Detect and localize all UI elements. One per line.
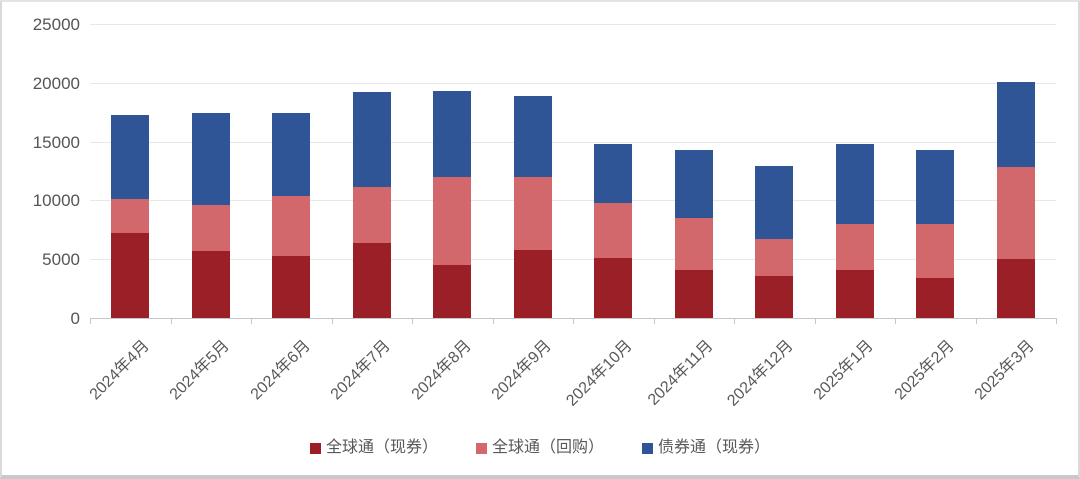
bar-segment-全球通（现券） <box>352 242 391 318</box>
x-tick-label: 2024年5月 <box>166 337 234 404</box>
x-tick-label: 2025年1月 <box>810 337 878 404</box>
x-tick-label: 2024年10月 <box>563 337 636 410</box>
x-tick <box>814 318 816 324</box>
bar-segment-债券通（现券） <box>272 113 311 196</box>
bar-segment-全球通（现券） <box>835 269 874 318</box>
gridline <box>90 259 1056 261</box>
bar-segment-全球通（现券） <box>916 278 955 318</box>
bar-segment-债券通（现券） <box>513 95 552 177</box>
bar-segment-全球通（现券） <box>513 249 552 318</box>
bar-segment-全球通（现券） <box>433 265 472 318</box>
y-tick-label: 10000 <box>32 191 80 211</box>
bar-segment-债券通（现券） <box>755 166 794 240</box>
bar-segment-债券通（现券） <box>594 143 633 203</box>
x-tick-label: 2024年8月 <box>408 337 475 404</box>
bar-segment-债券通（现券） <box>996 81 1035 168</box>
bar-segment-债券通（现券） <box>111 114 150 200</box>
legend-item: 全球通（回购） <box>475 439 604 456</box>
x-tick <box>734 318 735 324</box>
bar-segment-全球通（回购） <box>674 218 713 270</box>
x-tick <box>492 318 494 324</box>
x-tick <box>251 318 252 324</box>
bar-segment-全球通（回购） <box>191 205 230 251</box>
x-tick-label: 2025年2月 <box>891 337 958 404</box>
legend: 全球通（现券） 全球通（回购） 债券通（现券） <box>2 440 1078 456</box>
plot-area <box>90 24 1056 318</box>
x-tick-label: 2025年3月 <box>971 337 1039 404</box>
x-tick <box>90 318 91 324</box>
x-tick <box>653 318 655 324</box>
bar-segment-债券通（现券） <box>433 91 472 177</box>
bar-segment-债券通（现券） <box>916 149 955 224</box>
bar-segment-全球通（现券） <box>755 275 794 318</box>
x-tick <box>331 318 333 324</box>
bar-segment-债券通（现券） <box>674 149 713 219</box>
bar-segment-全球通（现券） <box>674 269 713 318</box>
bar-segment-全球通（现券） <box>191 250 230 318</box>
bar-segment-全球通（回购） <box>594 202 633 259</box>
x-tick <box>170 318 172 324</box>
legend-label: 全球通（现券） <box>325 439 438 456</box>
bar-segment-全球通（回购） <box>352 187 391 243</box>
bar-segment-全球通（现券） <box>996 259 1035 318</box>
bar-segment-全球通（回购） <box>433 176 472 266</box>
x-tick <box>412 318 413 324</box>
y-tick-label: 5000 <box>42 250 80 270</box>
gridline <box>90 82 1056 84</box>
bar-segment-全球通（回购） <box>755 239 794 276</box>
bar-segment-全球通（回购） <box>272 195 311 256</box>
gridline <box>90 141 1056 143</box>
bar-segment-全球通（回购） <box>916 223 955 279</box>
bar-segment-全球通（现券） <box>111 233 150 318</box>
legend-item: 债券通（现券） <box>642 440 770 456</box>
bar-segment-债券通（现券） <box>352 92 391 188</box>
bar-segment-全球通（回购） <box>996 167 1035 260</box>
gridline <box>90 24 1056 25</box>
legend-swatch-icon <box>475 442 487 454</box>
bar-segment-全球通（回购） <box>835 223 874 270</box>
x-tick <box>975 318 977 324</box>
legend-label: 全球通（回购） <box>491 439 604 456</box>
bar-segment-债券通（现券） <box>835 143 874 224</box>
y-tick-label: 20000 <box>32 73 80 93</box>
legend-swatch-icon <box>309 442 321 454</box>
legend-label: 债券通（现券） <box>658 439 771 456</box>
bar-segment-全球通（回购） <box>513 176 552 250</box>
x-tick <box>1056 318 1057 324</box>
x-tick-label: 2024年4月 <box>86 337 153 404</box>
x-tick-label: 2024年12月 <box>724 337 797 410</box>
legend-swatch-icon <box>642 442 653 454</box>
x-tick-label: 2024年9月 <box>488 337 556 404</box>
gridline <box>90 200 1056 202</box>
bar-segment-债券通（现券） <box>191 113 230 206</box>
bar-segment-全球通（现券） <box>272 255 311 318</box>
x-tick <box>895 318 896 324</box>
y-tick-label: 15000 <box>32 132 80 152</box>
bar-segment-全球通（现券） <box>594 258 633 318</box>
y-tick-label: 25000 <box>32 15 80 34</box>
bar-segment-全球通（回购） <box>111 199 150 234</box>
x-tick <box>573 318 574 324</box>
y-tick-label: 0 <box>70 309 80 328</box>
legend-item: 全球通（现券） <box>309 439 438 456</box>
x-tick-label: 2024年11月 <box>644 337 717 409</box>
x-tick-label: 2024年6月 <box>247 337 314 404</box>
x-tick-label: 2024年7月 <box>327 337 395 404</box>
